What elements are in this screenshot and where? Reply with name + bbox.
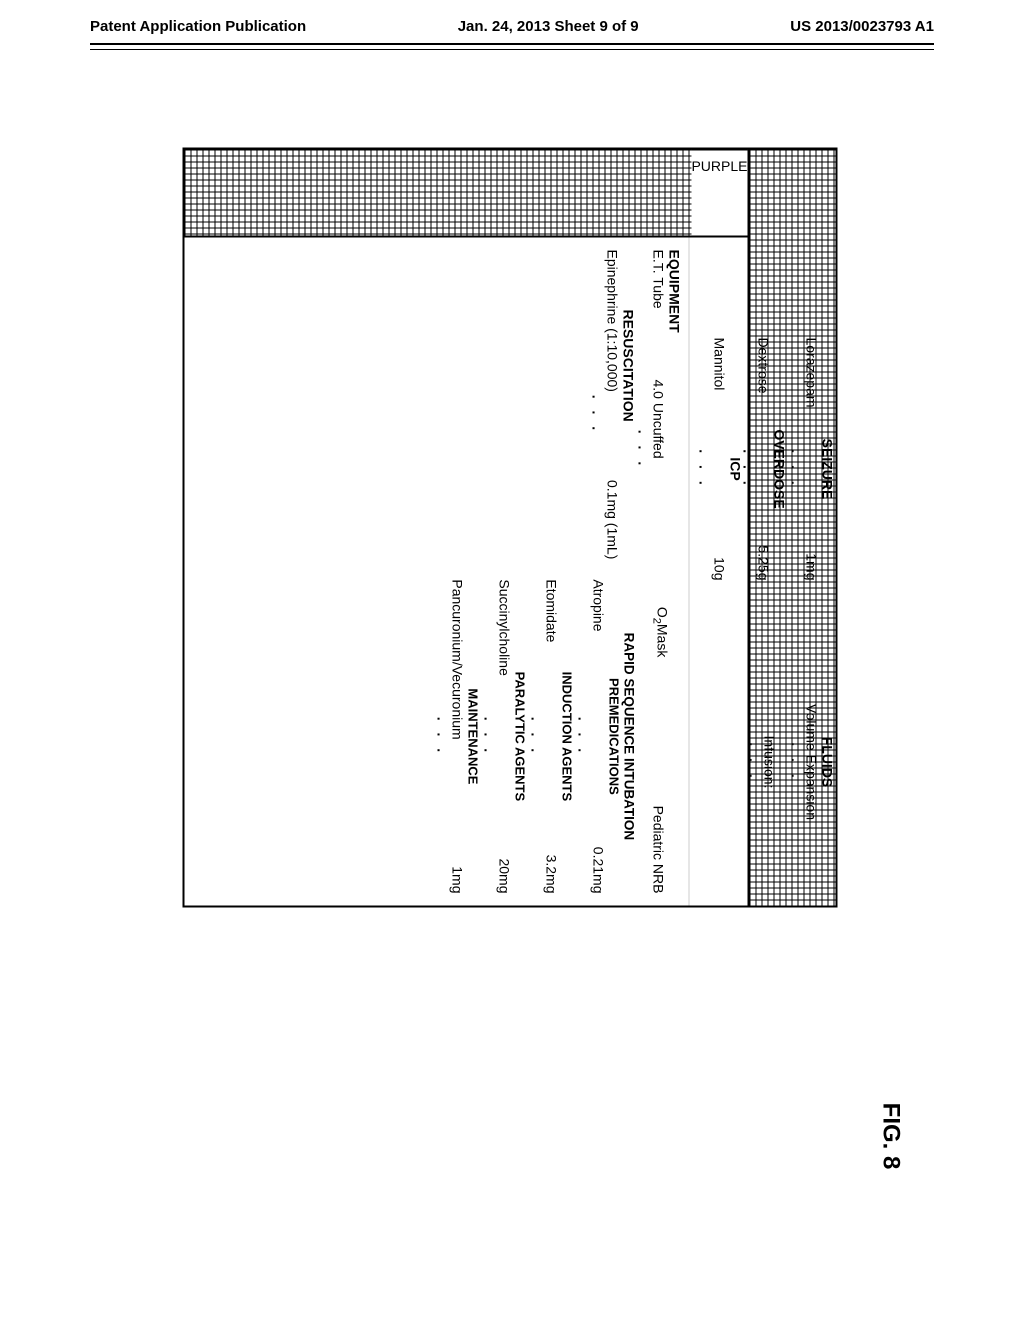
et-tube-value: 4.0 Uncuffed (651, 380, 667, 459)
ellipsis: . . . (593, 250, 605, 580)
overdose-dose: 5.25g (756, 545, 772, 580)
maintenance-drug: Pancuronium/Vecuronium (450, 579, 466, 739)
fluids-infusion: Infusion: (762, 631, 778, 894)
icp-dose: 10g (712, 557, 728, 580)
premed-dose: 0.21mg (591, 847, 607, 894)
premed-drug: Atropine (591, 579, 607, 631)
icp-drug: Mannitol (712, 338, 728, 391)
premed-title: PREMEDICATIONS (607, 579, 622, 893)
ellipsis: . . . (639, 380, 651, 520)
seizure-title: SEIZURE (820, 338, 836, 601)
maintenance-title: MAINTENANCE (466, 579, 481, 893)
paralytic-title: PARALYTIC AGENTS (513, 579, 528, 893)
rsi-title: RAPID SEQUENCE INTUBATION (622, 579, 637, 893)
ellipsis: . . . (750, 631, 762, 894)
ellipsis: . . . (744, 338, 756, 601)
page-header: Patent Application Publication Jan. 24, … (0, 0, 1024, 43)
ellipsis: . . . (438, 579, 450, 893)
zone-label: PURPLE (691, 150, 747, 182)
figure-label: FIG. 8 (877, 1103, 905, 1170)
fluids-title: FLUIDS (820, 631, 836, 894)
overdose-drug: Dextrose (756, 338, 772, 394)
resuscitation-drug: Epinephrine (1:10,000) (605, 250, 621, 392)
header-left: Patent Application Publication (90, 18, 306, 35)
induction-title: INDUCTION AGENTS (560, 579, 575, 893)
resuscitation-title: RESUSCITATION (621, 310, 637, 580)
header-rule-thick (90, 43, 934, 45)
seizure-drug: Lorazepam (804, 338, 820, 408)
ellipsis: . . . (579, 579, 591, 893)
overdose-title: OVERDOSE (772, 338, 788, 601)
ellipsis: . . . (532, 579, 544, 893)
ellipsis: . . . (485, 579, 497, 893)
induction-drug: Etomidate (544, 579, 560, 642)
fluids-volume-expansion: Volume Expansion (804, 631, 820, 894)
header-right: US 2013/0023793 A1 (790, 18, 934, 35)
icp-title: ICP (728, 338, 744, 601)
paralytic-dose: 20mg (497, 858, 513, 893)
paralytic-drug: Succinylcholine (497, 579, 513, 676)
header-center: Jan. 24, 2013 Sheet 9 of 9 (458, 18, 639, 35)
left-hatched-column: PURPLE (185, 150, 748, 238)
o2mask-label: O2Mask (654, 607, 670, 657)
seizure-dose: 1mg (804, 553, 820, 580)
induction-dose: 3.2mg (544, 855, 560, 894)
o2mask-value: Pediatric NRB (651, 806, 667, 894)
figure-frame: PURPLE SEIZURE Lorazepam 1mg . . . OVERD… (183, 148, 838, 908)
main-content-area: SEIZURE Lorazepam 1mg . . . OVERDOSE Dex… (185, 238, 748, 906)
header-rule-thin (90, 49, 934, 50)
et-tube-label: E.T. Tube (651, 250, 667, 380)
ellipsis: . . . (700, 338, 712, 601)
resuscitation-dose: 0.1mg (1mL) (605, 480, 621, 559)
ellipsis: . . . (792, 338, 804, 601)
equipment-title: EQUIPMENT (667, 250, 683, 380)
maintenance-dose: 1mg (450, 866, 466, 893)
ellipsis: . . . (792, 631, 804, 894)
